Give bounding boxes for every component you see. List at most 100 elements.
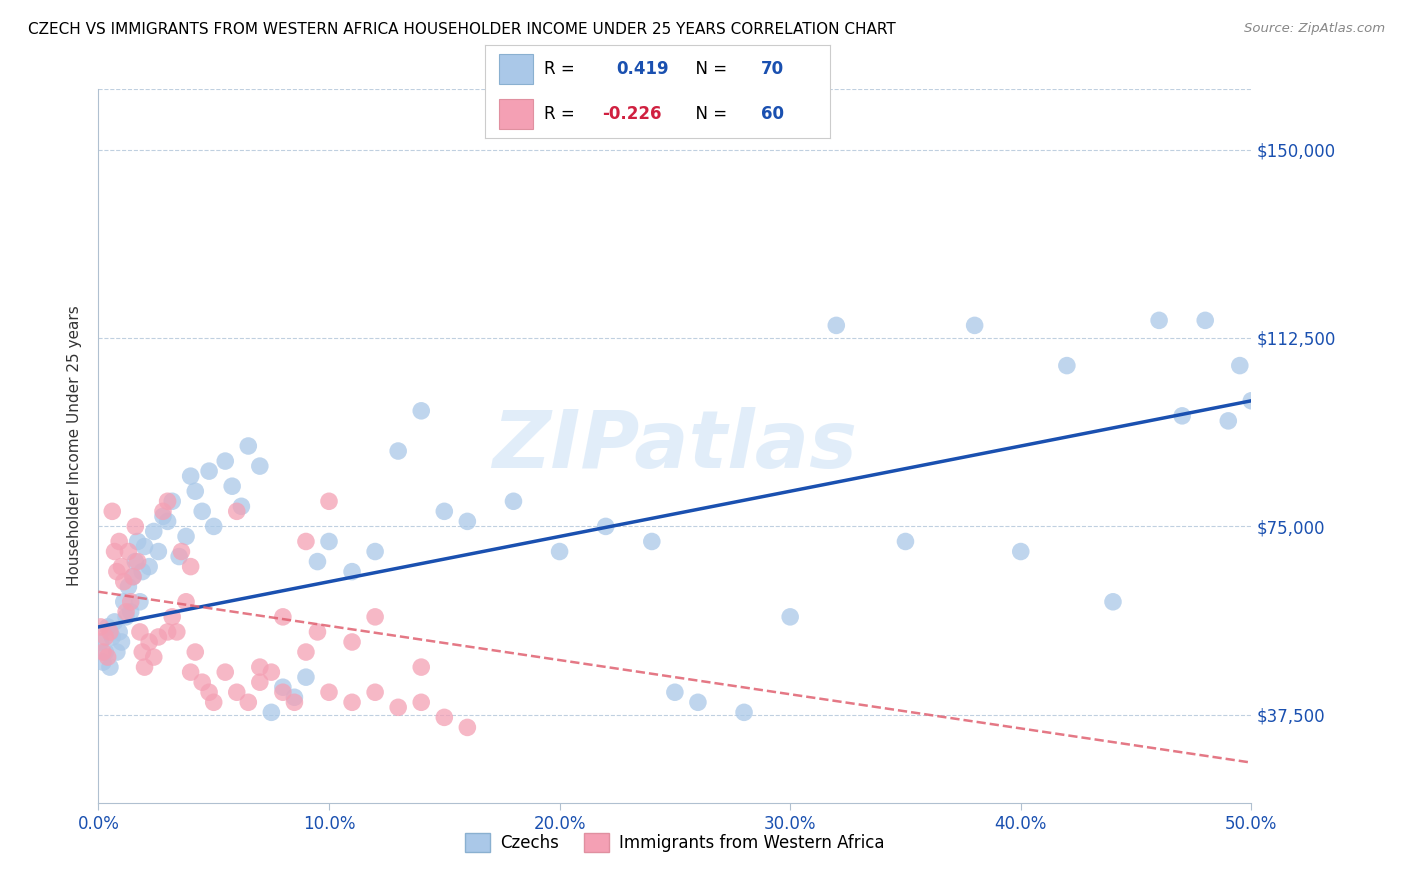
Point: [221, 479, 243, 493]
Point: [231, 500, 253, 514]
Point: [1229, 359, 1251, 373]
Point: [318, 685, 340, 699]
Point: [225, 685, 247, 699]
Point: [148, 630, 170, 644]
Text: 70: 70: [761, 60, 783, 78]
Point: [387, 444, 409, 458]
Point: [340, 635, 363, 649]
Point: [122, 569, 145, 583]
Point: [202, 519, 225, 533]
Point: [98, 624, 121, 639]
Point: [167, 549, 190, 564]
Point: [249, 675, 271, 690]
Point: [101, 504, 124, 518]
Point: [91, 645, 114, 659]
Point: [364, 544, 387, 558]
Point: [174, 529, 197, 543]
Text: R =: R =: [544, 105, 579, 123]
Point: [548, 544, 571, 558]
Text: 60: 60: [761, 105, 783, 123]
FancyBboxPatch shape: [499, 54, 533, 84]
Point: [963, 318, 986, 333]
Point: [1010, 544, 1032, 558]
Point: [295, 670, 318, 684]
Text: ZIPatlas: ZIPatlas: [492, 407, 858, 485]
Point: [595, 519, 617, 533]
FancyBboxPatch shape: [499, 99, 533, 129]
Point: [1147, 313, 1170, 327]
Point: [411, 404, 433, 418]
Point: [307, 555, 329, 569]
Point: [214, 454, 236, 468]
Point: [134, 660, 156, 674]
Point: [117, 580, 139, 594]
Point: [127, 555, 149, 569]
Point: [283, 690, 305, 705]
Point: [174, 595, 197, 609]
Point: [214, 665, 236, 680]
Point: [122, 569, 145, 583]
Point: [318, 534, 340, 549]
Point: [411, 660, 433, 674]
Point: [411, 695, 433, 709]
Point: [184, 645, 207, 659]
Point: [117, 544, 139, 558]
Point: [825, 318, 848, 333]
Point: [249, 459, 271, 474]
Text: R =: R =: [544, 60, 585, 78]
Point: [1171, 409, 1194, 423]
Point: [456, 720, 478, 734]
Point: [129, 624, 152, 639]
Point: [138, 559, 160, 574]
Point: [779, 610, 801, 624]
Point: [387, 700, 409, 714]
Point: [115, 610, 138, 624]
Point: [456, 515, 478, 529]
Point: [191, 675, 214, 690]
Point: [103, 615, 125, 629]
Point: [124, 555, 146, 569]
Y-axis label: Householder Income Under 25 years: Householder Income Under 25 years: [67, 306, 83, 586]
Point: [105, 565, 128, 579]
Point: [156, 494, 179, 508]
Point: [148, 544, 170, 558]
Point: [110, 635, 132, 649]
Point: [1240, 393, 1263, 408]
Point: [152, 509, 174, 524]
Point: [160, 610, 183, 624]
Point: [108, 534, 131, 549]
Point: [202, 695, 225, 709]
Point: [166, 624, 188, 639]
Point: [238, 439, 260, 453]
Point: [260, 665, 283, 680]
Point: [283, 695, 305, 709]
Point: [170, 544, 193, 558]
Point: [97, 620, 120, 634]
Point: [91, 655, 114, 669]
Point: [238, 695, 260, 709]
Point: [364, 610, 387, 624]
Point: [105, 645, 128, 659]
Point: [142, 524, 165, 539]
Point: [1102, 595, 1125, 609]
Point: [120, 595, 142, 609]
Point: [271, 685, 294, 699]
Point: [894, 534, 917, 549]
Point: [433, 710, 456, 724]
Point: [295, 645, 318, 659]
Point: [295, 534, 318, 549]
Text: 0.419: 0.419: [616, 60, 669, 78]
Point: [142, 650, 165, 665]
Point: [115, 605, 138, 619]
Point: [686, 695, 709, 709]
Point: [433, 504, 456, 518]
Point: [108, 624, 131, 639]
Legend: Czechs, Immigrants from Western Africa: Czechs, Immigrants from Western Africa: [458, 826, 891, 859]
Point: [156, 515, 179, 529]
Text: -0.226: -0.226: [602, 105, 662, 123]
Point: [1056, 359, 1078, 373]
Point: [103, 544, 125, 558]
Point: [112, 595, 135, 609]
Point: [98, 660, 121, 674]
Point: [90, 635, 112, 649]
